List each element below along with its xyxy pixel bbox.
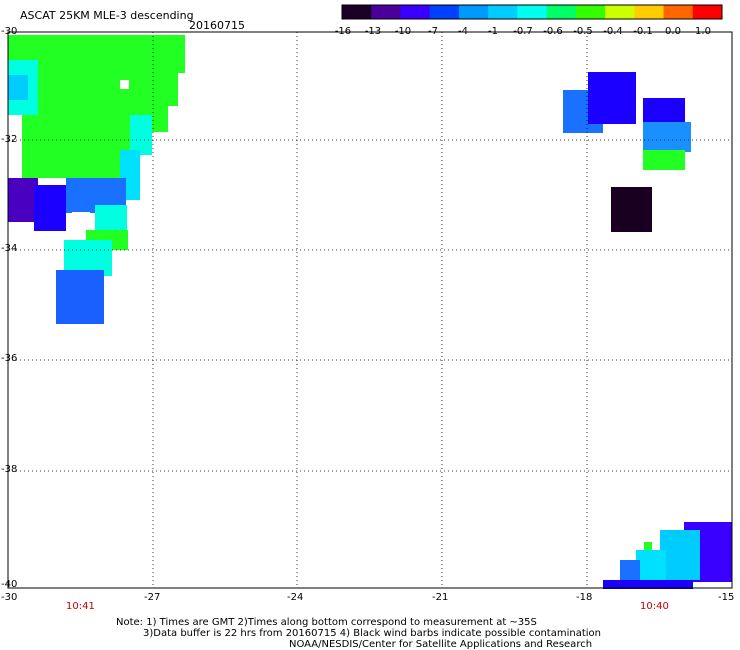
- data-swath-right: [563, 72, 691, 232]
- colorbar-swatch: [663, 5, 694, 19]
- colorbar-swatch: [517, 5, 548, 19]
- lon-label: -18: [576, 592, 593, 603]
- lon-label: -21: [432, 592, 449, 603]
- lon-label: -27: [144, 592, 161, 603]
- colorbar: [341, 4, 723, 20]
- colorbar-label: -0.6: [543, 26, 563, 37]
- note-line-2: 3)Data buffer is 22 hrs from 20160715 4)…: [143, 628, 601, 639]
- colorbar-label: -10: [394, 26, 412, 37]
- colorbar-swatch: [342, 5, 372, 19]
- note-line-3: NOAA/NESDIS/Center for Satellite Applica…: [289, 639, 593, 650]
- lat-label: -30: [1, 26, 18, 37]
- colorbar-label: -4: [458, 26, 468, 37]
- colorbar-swatch: [458, 5, 489, 19]
- note-line-1: Note: 1) Times are GMT 2)Times along bot…: [116, 617, 537, 628]
- colorbar-label: 0.0: [665, 26, 681, 37]
- lat-label: -40: [1, 579, 18, 590]
- lat-label: -36: [1, 353, 18, 364]
- lat-label: -34: [1, 243, 18, 254]
- grid-lines: [8, 32, 732, 588]
- map-frame: [7, 31, 733, 589]
- colorbar-swatch: [488, 5, 518, 19]
- colorbar-swatch: [546, 5, 577, 19]
- colorbar-swatch: [605, 5, 635, 19]
- time-left: 10:41: [66, 601, 95, 612]
- colorbar-swatch: [429, 5, 460, 19]
- colorbar-label: 1.0: [695, 26, 711, 37]
- colorbar-label: -1: [488, 26, 498, 37]
- colorbar-label: -0.1: [633, 26, 653, 37]
- colorbar-label: -16: [334, 26, 352, 37]
- map-title: ASCAT 25KM MLE-3 descending: [20, 9, 194, 22]
- colorbar-swatch: [575, 5, 606, 19]
- colorbar-swatch: [371, 5, 401, 19]
- colorbar-swatch: [692, 5, 723, 19]
- lat-label: -38: [1, 464, 18, 475]
- colorbar-label: -0.4: [603, 26, 623, 37]
- lon-label: -30: [1, 592, 18, 603]
- lat-label: -32: [1, 134, 18, 145]
- data-swath-bottom-right: [603, 522, 732, 589]
- colorbar-label: -0.7: [513, 26, 533, 37]
- time-right: 10:40: [640, 601, 669, 612]
- colorbar-border: [341, 4, 723, 20]
- colorbar-swatch: [400, 5, 431, 19]
- map-date: 20160715: [189, 19, 245, 32]
- colorbar-label: -0.5: [573, 26, 593, 37]
- lon-label: -24: [287, 592, 304, 603]
- colorbar-label: -7: [428, 26, 438, 37]
- lon-label: -15: [718, 592, 735, 603]
- colorbar-label: -13: [364, 26, 382, 37]
- colorbar-swatch: [634, 5, 665, 19]
- data-swath-left: [8, 35, 185, 324]
